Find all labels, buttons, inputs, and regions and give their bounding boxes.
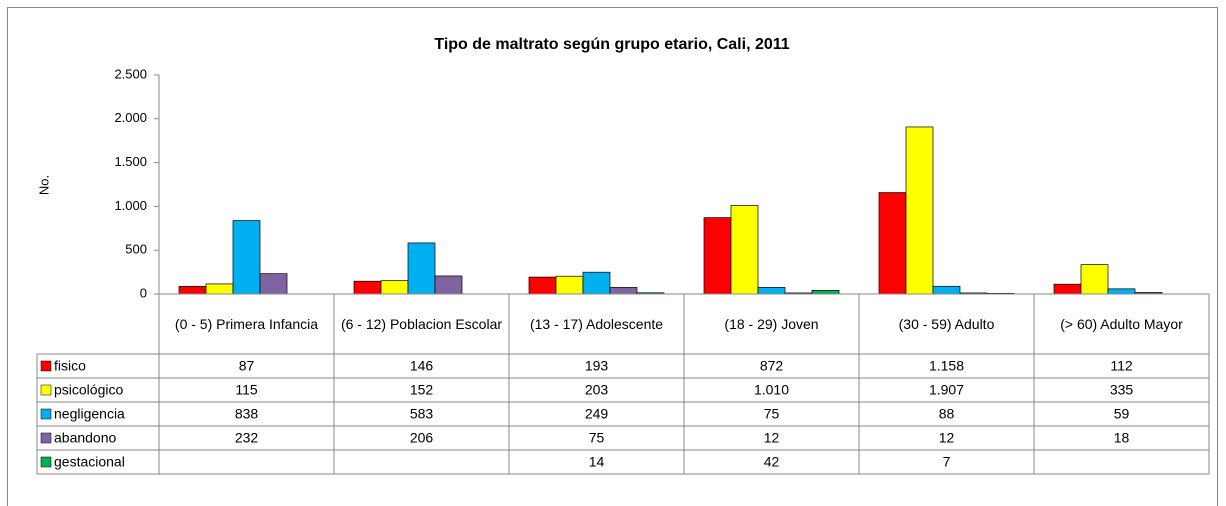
table-value: 1.907	[929, 382, 964, 398]
table-value: 838	[235, 406, 259, 422]
legend-label: gestacional	[54, 454, 125, 470]
y-tick-label: 2.500	[114, 66, 147, 81]
legend-swatch	[40, 456, 52, 468]
legend-swatch	[40, 384, 52, 396]
legend-swatch	[40, 408, 52, 420]
y-tick-label: 1.500	[114, 154, 147, 169]
bar	[932, 285, 961, 295]
table-value: 115	[235, 382, 258, 398]
table-value: 152	[410, 382, 434, 398]
table-value: 75	[764, 406, 780, 422]
x-tick-label: (0 - 5) Primera Infancia	[174, 316, 319, 332]
x-tick-label-box: (> 60) Adulto Mayor	[1060, 316, 1183, 332]
bar	[609, 287, 638, 295]
legend-label: abandono	[54, 430, 117, 446]
table-value: 872	[760, 358, 784, 374]
chart-title: Tipo de maltrato según grupo etario, Cal…	[434, 36, 789, 53]
table-value: 1.010	[754, 382, 789, 398]
bar	[1107, 288, 1136, 295]
table-value: 59	[1114, 406, 1130, 422]
legend-label: fisico	[54, 358, 86, 374]
bar	[1053, 283, 1082, 295]
bar	[703, 217, 732, 295]
table-value: 583	[410, 406, 434, 422]
bar	[1080, 264, 1109, 295]
x-tick-label: (13 - 17) Adolescente	[529, 316, 664, 332]
bar	[353, 280, 382, 295]
table-value: 112	[1110, 358, 1133, 374]
table-value: 14	[589, 454, 605, 470]
y-tick-label: 2.000	[114, 110, 147, 125]
table-value: 75	[589, 430, 605, 446]
bar	[407, 242, 436, 295]
table-value: 7	[943, 454, 951, 470]
table-value: 42	[764, 454, 780, 470]
bar	[259, 273, 288, 295]
x-tick-label: (> 60) Adulto Mayor	[1060, 316, 1183, 332]
legend-swatch	[40, 432, 52, 444]
table-value: 87	[239, 358, 255, 374]
x-tick-label-box: (0 - 5) Primera Infancia	[174, 316, 319, 332]
table-value: 206	[410, 430, 434, 446]
table-value: 1.158	[929, 358, 964, 374]
table-value: 203	[585, 382, 609, 398]
table-value: 335	[1110, 382, 1134, 398]
legend-swatch	[40, 360, 52, 372]
chart-border	[7, 7, 1218, 506]
bar	[555, 275, 584, 295]
bar	[730, 205, 759, 295]
legend-label: psicológico	[54, 382, 123, 398]
table-value: 232	[235, 430, 259, 446]
bar	[905, 126, 934, 295]
table-value: 88	[939, 406, 955, 422]
x-tick-label: (30 - 59) Adulto	[898, 316, 995, 332]
bar	[528, 276, 557, 295]
table-value: 249	[585, 406, 609, 422]
y-tick-label: 500	[125, 242, 147, 257]
x-tick-label-box: (13 - 17) Adolescente	[529, 316, 664, 332]
table-value: 12	[939, 430, 955, 446]
bar	[582, 271, 611, 295]
y-tick-label: 1.000	[114, 198, 147, 213]
x-tick-label-box: (18 - 29) Joven	[724, 316, 819, 332]
x-tick-label-box: (30 - 59) Adulto	[898, 316, 995, 332]
x-tick-label: (6 - 12) Poblacion Escolar	[340, 316, 503, 332]
bar	[178, 286, 207, 295]
x-tick-label: (18 - 29) Joven	[724, 316, 819, 332]
x-tick-label-box: (6 - 12) Poblacion Escolar	[340, 316, 503, 332]
bar	[205, 283, 234, 295]
legend-label: negligencia	[54, 406, 125, 422]
y-tick-label: 0	[140, 285, 147, 300]
bar	[232, 220, 261, 295]
table-value: 193	[585, 358, 609, 374]
bar	[811, 289, 840, 295]
table-value: 12	[764, 430, 780, 446]
bar	[757, 287, 786, 295]
table-value: 146	[410, 358, 434, 374]
bar	[878, 192, 907, 295]
bar	[380, 280, 409, 295]
y-axis-label: No.	[36, 175, 51, 195]
bar	[434, 275, 463, 295]
table-value: 18	[1114, 430, 1130, 446]
